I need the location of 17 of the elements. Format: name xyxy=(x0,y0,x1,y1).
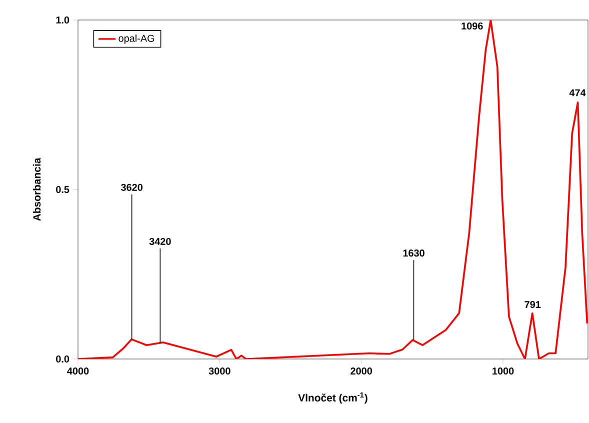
annotation: 474 xyxy=(569,89,586,96)
x-tick-label: 4000 xyxy=(67,368,89,375)
y-tick-label: 0.5 xyxy=(56,186,70,194)
annotation: 3420 xyxy=(149,238,171,246)
annotation: 791 xyxy=(524,300,541,308)
x-tick-label: 1000 xyxy=(492,368,514,375)
annotation: 3620 xyxy=(120,184,143,191)
legend-label: opal-AG xyxy=(118,34,154,44)
x-tick-label: 3000 xyxy=(208,368,230,375)
x-axis-title: Vlnočet (cm$^{-1}$) xyxy=(298,392,368,404)
y-tick-label: 1.0 xyxy=(56,16,70,24)
x-tick-label: 2000 xyxy=(350,368,372,375)
y-axis-title: Absorbancia xyxy=(32,158,41,221)
annotation: 1096 xyxy=(462,22,483,30)
line-series xyxy=(78,20,588,359)
y-tick-label: 0.0 xyxy=(56,355,70,363)
annotation: 1630 xyxy=(403,250,424,257)
